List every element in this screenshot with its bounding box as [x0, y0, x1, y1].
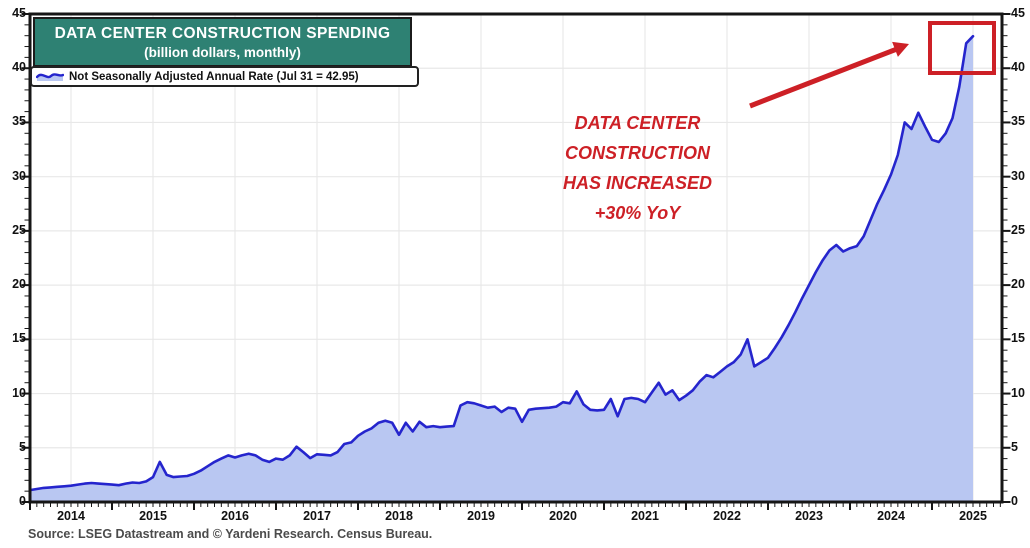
- area-fill: [30, 36, 973, 502]
- y-axis-tick-label: 25: [12, 222, 26, 237]
- x-axis-tick-label: 2024: [877, 509, 905, 523]
- y-axis-tick-label: 0: [19, 494, 26, 508]
- x-axis-tick-label: 2020: [549, 509, 577, 523]
- x-axis-tick-label: 2017: [303, 509, 331, 523]
- y-axis-tick-label: 5: [1011, 439, 1018, 454]
- y-axis-tick-label: 15: [12, 331, 26, 346]
- y-axis-tick-label: 15: [1011, 331, 1025, 346]
- legend: Not Seasonally Adjusted Annual Rate (Jul…: [30, 66, 419, 87]
- y-axis-tick-label: 10: [12, 385, 26, 400]
- x-axis-tick-label: 2015: [139, 509, 167, 523]
- plot-border: [28, 12, 1004, 504]
- source-note: Source: LSEG Datastream and © Yardeni Re…: [28, 527, 433, 541]
- annotation-line: DATA CENTER: [574, 113, 701, 133]
- x-axis-tick-label: 2016: [221, 509, 249, 523]
- annotation-line: HAS INCREASED: [562, 173, 713, 193]
- highlight-box: [928, 21, 996, 75]
- annotation-line: CONSTRUCTION: [565, 143, 710, 163]
- y-axis-tick-label: 35: [1011, 114, 1025, 129]
- x-axis-tick-label: 2025: [959, 509, 987, 523]
- spending-line: [28, 34, 975, 492]
- y-axis-tick-label: 5: [19, 439, 26, 454]
- x-axis-tick-label: 2014: [57, 509, 85, 523]
- x-axis-tick-label: 2019: [467, 509, 495, 523]
- x-axis-tick-label: 2021: [631, 509, 659, 523]
- annotation-text: DATA CENTER CONSTRUCTION HAS INCREASED +…: [515, 108, 760, 228]
- annotation-line: +30% YoY: [594, 203, 681, 223]
- y-axis-tick-label: 25: [1011, 222, 1025, 237]
- x-axis-tick-label: 2022: [713, 509, 741, 523]
- chart-title: DATA CENTER CONSTRUCTION SPENDING: [54, 24, 391, 42]
- y-axis-tick-label: 40: [1011, 60, 1025, 75]
- chart-title-box: DATA CENTER CONSTRUCTION SPENDING (billi…: [33, 17, 412, 67]
- y-axis-tick-label: 20: [1011, 277, 1025, 292]
- y-axis-tick-label: 0: [1011, 494, 1018, 508]
- chart-subtitle: (billion dollars, monthly): [144, 44, 301, 60]
- legend-label: Not Seasonally Adjusted Annual Rate (Jul…: [69, 70, 359, 83]
- y-axis-tick-label: 30: [12, 168, 26, 183]
- annotation-arrow-icon: [749, 41, 909, 109]
- y-axis-tick-label: 10: [1011, 385, 1025, 400]
- series-line-icon: [36, 73, 64, 81]
- y-axis-tick-label: 20: [12, 277, 26, 292]
- x-axis-tick-label: 2018: [385, 509, 413, 523]
- y-axis-tick-label: 30: [1011, 168, 1025, 183]
- x-axis-tick-label: 2023: [795, 509, 823, 523]
- y-axis-tick-label: 45: [12, 6, 26, 20]
- y-axis-tick-label: 40: [12, 60, 26, 75]
- y-axis-tick-label: 35: [12, 114, 26, 129]
- y-axis-tick-label: 45: [1011, 6, 1025, 20]
